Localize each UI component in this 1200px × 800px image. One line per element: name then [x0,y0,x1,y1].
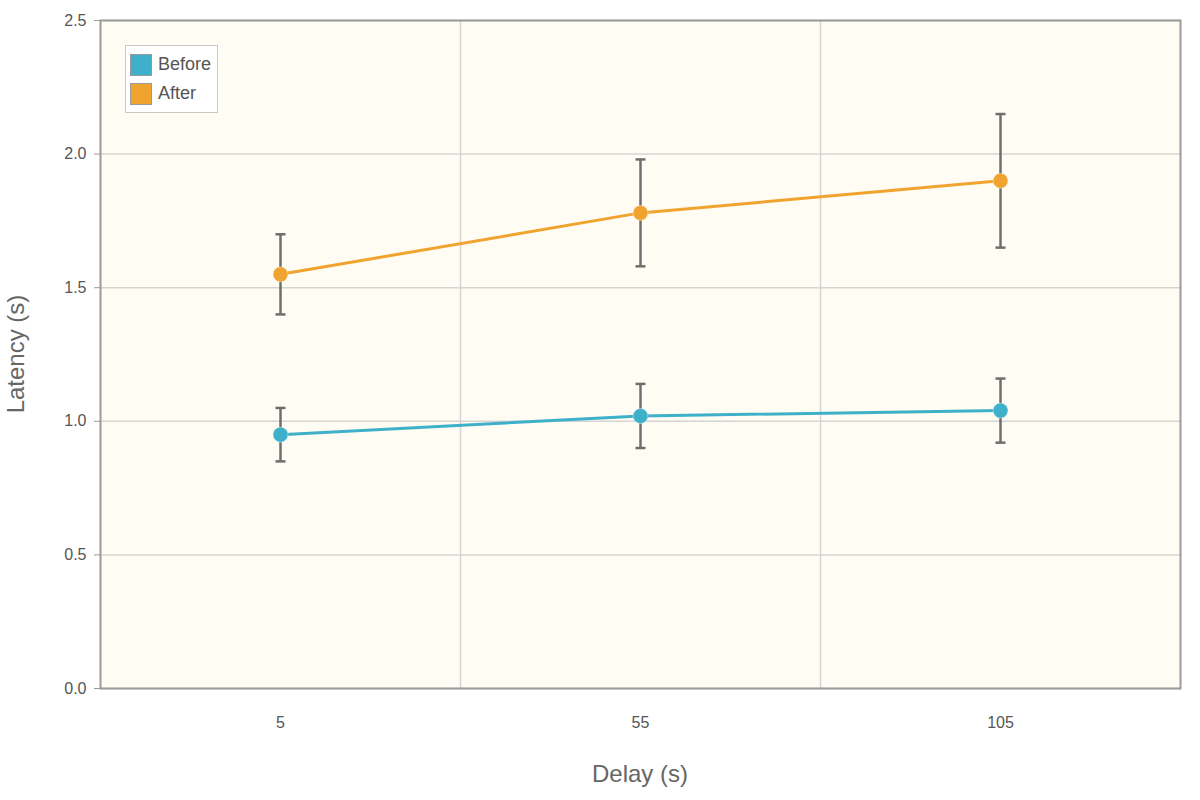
svg-text:1.0: 1.0 [64,412,86,429]
html-text:Before: Before [158,54,211,74]
svg-text:5: 5 [276,714,285,731]
html-text:Latency (s): Latency (s) [2,294,30,414]
svg-text:105: 105 [987,714,1014,731]
svg-text:2.0: 2.0 [64,145,86,162]
svg-text:0.0: 0.0 [64,680,86,697]
svg-text:2.5: 2.5 [64,12,86,29]
svg-text:0.5: 0.5 [64,546,86,563]
html-text:Delay (s): Delay (s) [592,760,688,787]
svg-text:1.5: 1.5 [64,279,86,296]
svg-text:55: 55 [632,714,650,731]
html-text:After: After [158,83,196,103]
